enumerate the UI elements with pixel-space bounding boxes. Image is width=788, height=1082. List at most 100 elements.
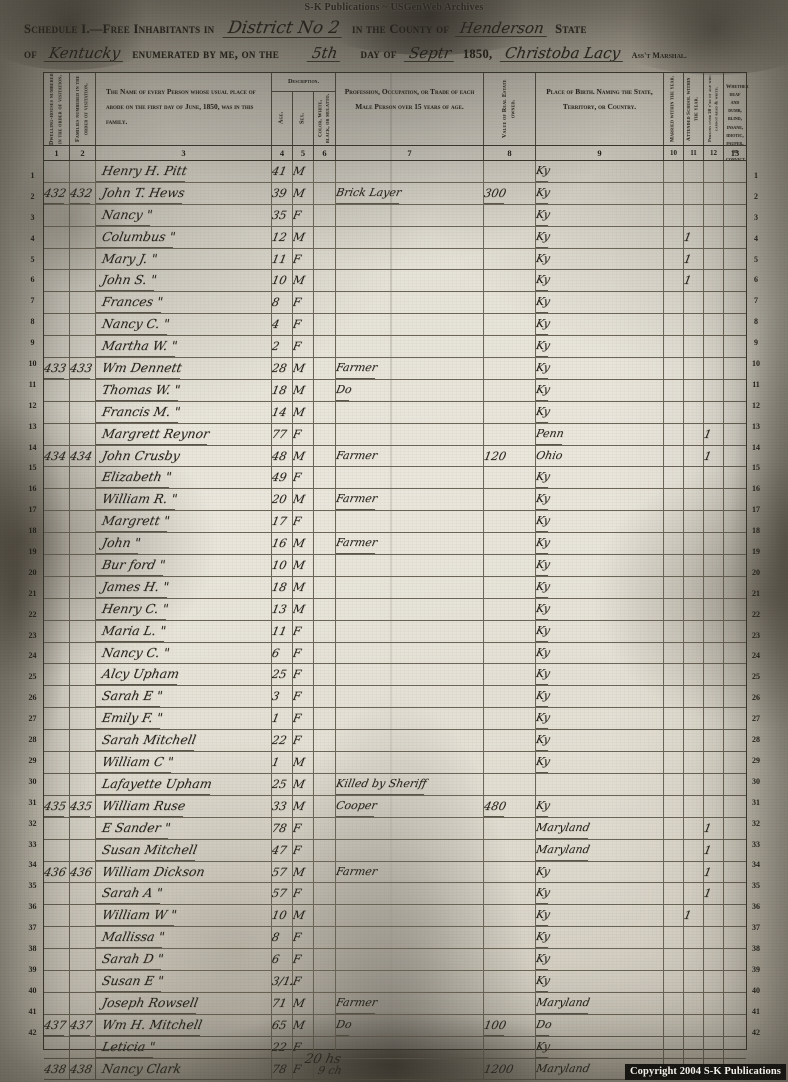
cell-d — [724, 927, 746, 948]
row-number: 8 — [30, 317, 35, 327]
table-row[interactable]: William C " 1 M Ky — [44, 752, 746, 774]
cell-age: 22 — [272, 1036, 293, 1058]
table-row[interactable]: E Sander " 78 F Maryland 1 — [44, 817, 746, 840]
table-row[interactable]: John S. " 10 M Ky 1 — [44, 270, 746, 293]
table-row[interactable]: William W " 10 M Ky 1 — [44, 905, 746, 928]
cell-occ — [336, 883, 484, 905]
colnum-2-label: 2 — [80, 148, 85, 158]
cell-fam — [70, 248, 96, 270]
value-occ: Farmer — [336, 445, 379, 467]
table-row[interactable]: 437 437 Wm H. Mitchell 65 M Do 100 Do — [44, 1014, 746, 1037]
table-row[interactable]: 433 433 Wm Dennett 28 M Farmer Ky — [44, 358, 746, 380]
value-occ: Brick Layer — [336, 182, 404, 204]
value-sex: M — [293, 448, 307, 463]
cell-occ — [336, 905, 484, 927]
table-row[interactable]: Mary J. " 11 F Ky 1 — [44, 248, 746, 271]
cell-l — [704, 642, 724, 664]
cell-dw — [44, 248, 70, 270]
cell-dw — [44, 511, 70, 533]
value-fam: 437 — [70, 1014, 94, 1036]
value-age: 22 — [272, 733, 289, 748]
cell-occ — [336, 336, 484, 358]
cell-d — [724, 949, 746, 970]
value-name: Mary J. " — [96, 248, 160, 270]
cell-d — [724, 270, 746, 291]
table-row[interactable]: Columbus " 12 M Ky 1 — [44, 226, 746, 249]
value-bp: Ky — [536, 204, 552, 226]
table-row[interactable]: Sarah D " 6 F Ky — [44, 949, 746, 971]
value-bp: Ky — [536, 927, 552, 949]
cell-fam — [70, 336, 96, 358]
table-row[interactable]: Susan Mitchell 47 F Maryland 1 — [44, 839, 746, 862]
table-row[interactable]: Leticia " 22 F Ky — [44, 1036, 746, 1059]
cell-name: Nancy C. " — [96, 314, 272, 336]
cell-occ — [336, 730, 484, 752]
table-row[interactable]: 436 436 William Dickson 57 M Farmer Ky 1 — [44, 861, 746, 884]
cell-sex: F — [293, 708, 314, 730]
cell-dw — [44, 620, 70, 642]
table-row[interactable]: Francis M. " 14 M Ky — [44, 401, 746, 424]
table-row[interactable]: Nancy C. " 6 F Ky — [44, 642, 746, 665]
table-row[interactable]: Emily F. " 1 F Ky — [44, 708, 746, 731]
value-occ: Farmer — [336, 489, 379, 511]
cell-s — [684, 533, 704, 555]
cell-d — [724, 577, 746, 598]
value-s: 1 — [684, 908, 693, 923]
cell-dw — [44, 292, 70, 314]
table-row[interactable]: William R. " 20 M Farmer Ky — [44, 489, 746, 512]
cell-re — [484, 642, 536, 664]
cell-bp: Ky — [536, 927, 664, 949]
cell-s — [684, 927, 704, 949]
cell-age: 12 — [272, 226, 293, 248]
cell-dw — [44, 686, 70, 708]
table-row[interactable]: Alcy Upham 25 F Ky — [44, 664, 746, 687]
value-bp: Ky — [536, 161, 552, 182]
table-row[interactable]: Henry C. " 13 M Ky — [44, 598, 746, 621]
table-row[interactable]: Lafayette Upham 25 M Killed by Sheriff — [44, 773, 746, 796]
table-row[interactable]: James H. " 18 M Ky — [44, 576, 746, 599]
table-row[interactable]: John " 16 M Farmer Ky — [44, 533, 746, 556]
cell-m — [664, 620, 684, 642]
table-row[interactable]: Maria L. " 11 F Ky — [44, 620, 746, 643]
table-row[interactable]: Sarah E " 3 F Ky — [44, 686, 746, 709]
value-name: E Sander " — [96, 817, 173, 839]
cell-color — [314, 533, 336, 555]
table-row[interactable]: Sarah Mitchell 22 F Ky — [44, 730, 746, 753]
table-row[interactable]: Nancy " 35 F Ky — [44, 204, 746, 227]
row-number: 15 — [28, 463, 37, 473]
cell-fam — [70, 467, 96, 489]
table-row[interactable]: 435 435 William Ruse 33 M Cooper 480 Ky — [44, 795, 746, 818]
cell-fam — [70, 555, 96, 576]
row-number: 21 — [28, 588, 37, 598]
table-row[interactable]: Sarah A " 57 F Ky 1 — [44, 883, 746, 906]
table-row[interactable]: 432 432 John T. Hews 39 M Brick Layer 300 Ky — [44, 182, 746, 205]
cell-occ — [336, 204, 484, 226]
cell-s — [684, 795, 704, 817]
table-row[interactable]: Bur ford " 10 M Ky — [44, 555, 746, 577]
table-row[interactable]: Thomas W. " 18 M Do Ky — [44, 379, 746, 402]
table-row[interactable]: 434 434 John Crusby 48 M Farmer 120 Ohio 1 — [44, 445, 746, 468]
cell-bp: Ky — [536, 204, 664, 226]
cell-dw: 433 — [44, 358, 70, 379]
row-number: 9 — [30, 338, 35, 348]
table-row[interactable]: Joseph Rowsell 71 M Farmer Maryland — [44, 992, 746, 1015]
cell-m — [664, 730, 684, 752]
table-row[interactable]: Elizabeth " 49 F Ky — [44, 467, 746, 490]
table-row[interactable]: Susan E " 3/12 F Ky — [44, 970, 746, 993]
table-row[interactable]: Margrett Reynor 77 F Penn 1 — [44, 423, 746, 446]
cell-sex: M — [293, 752, 314, 773]
state-value: Kentucky — [43, 44, 126, 62]
value-age: 1 — [272, 711, 281, 726]
table-row[interactable]: Frances " 8 F Ky — [44, 292, 746, 315]
table-row[interactable]: Mallissa " 8 F Ky — [44, 927, 746, 950]
table-row[interactable]: Margrett " 17 F Ky — [44, 511, 746, 534]
table-row[interactable]: Martha W. " 2 F Ky — [44, 336, 746, 359]
value-name: Nancy C. " — [96, 642, 172, 664]
cell-name: John " — [96, 533, 272, 555]
table-row[interactable]: Henry H. Pitt 41 M Ky — [44, 161, 746, 183]
table-row[interactable]: Nancy C. " 4 F Ky — [44, 314, 746, 337]
cell-age: 48 — [272, 445, 293, 467]
cell-s — [684, 467, 704, 489]
cell-bp: Ky — [536, 883, 664, 905]
value-bp: Ky — [536, 949, 552, 970]
